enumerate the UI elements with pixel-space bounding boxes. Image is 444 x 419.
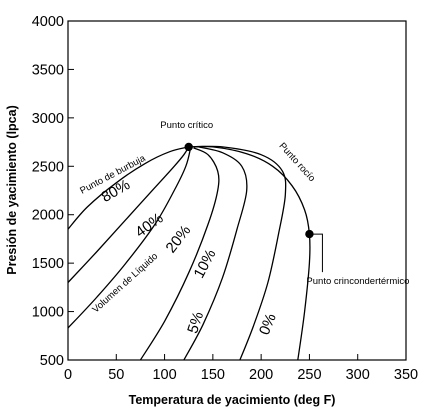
- ticks-group: 0 50 100 150 200 250 300 350 500 1000 1500 2000 2500…: [32, 14, 418, 383]
- x-tick-label-6: 300: [346, 367, 370, 383]
- series-line-2: [67, 147, 192, 329]
- line-label-5: 0%: [256, 311, 280, 337]
- series-line-6: [188, 145, 311, 361]
- series-line-3: [139, 147, 220, 361]
- series-line-5: [193, 145, 287, 361]
- x-tick-label-3: 150: [201, 367, 225, 383]
- liquid-volume-label: Volumen de Líquido: [90, 251, 160, 315]
- y-tick-label-5: 3000: [32, 111, 64, 127]
- dew-point-label: Punto rocío: [277, 141, 318, 184]
- x-tick-label-0: 0: [64, 367, 72, 383]
- series-line-1: [67, 146, 190, 283]
- y-tick-label-4: 2500: [32, 159, 64, 175]
- x-tick-label-5: 250: [297, 367, 321, 383]
- cricondentherm-label: Punto crincondertérmico: [306, 276, 409, 287]
- y-tick-label-0: 500: [40, 353, 64, 369]
- y-tick-label-7: 4000: [32, 14, 64, 30]
- x-tick-label-7: 350: [394, 367, 418, 383]
- curves-group: [67, 145, 311, 361]
- y-tick-label-6: 3500: [32, 62, 64, 78]
- y-tick-label-2: 1500: [32, 256, 64, 272]
- point-cricondentherm: [305, 229, 314, 239]
- series-line-0: [67, 146, 189, 230]
- points-group: [184, 142, 314, 239]
- x-tick-label-4: 200: [249, 367, 273, 383]
- y-axis-title: Presión de yacimiento (lpca): [5, 105, 19, 275]
- cricondentherm-leader: [309, 233, 323, 273]
- x-tick-label-1: 50: [108, 367, 124, 383]
- x-tick-label-2: 100: [152, 367, 176, 383]
- point-critical: [184, 142, 193, 152]
- line-label-3: 10%: [190, 247, 219, 281]
- line-label-4: 5%: [184, 310, 207, 336]
- x-axis-title: Temperatura de yacimiento (deg F): [129, 393, 336, 407]
- y-tick-label-3: 2000: [32, 208, 64, 224]
- series-line-4: [183, 146, 248, 361]
- plot-frame: [67, 20, 407, 361]
- critical-point-label: Punto crítico: [160, 120, 213, 131]
- y-tick-label-1: 1000: [32, 305, 64, 321]
- line-label-2: 20%: [163, 222, 195, 256]
